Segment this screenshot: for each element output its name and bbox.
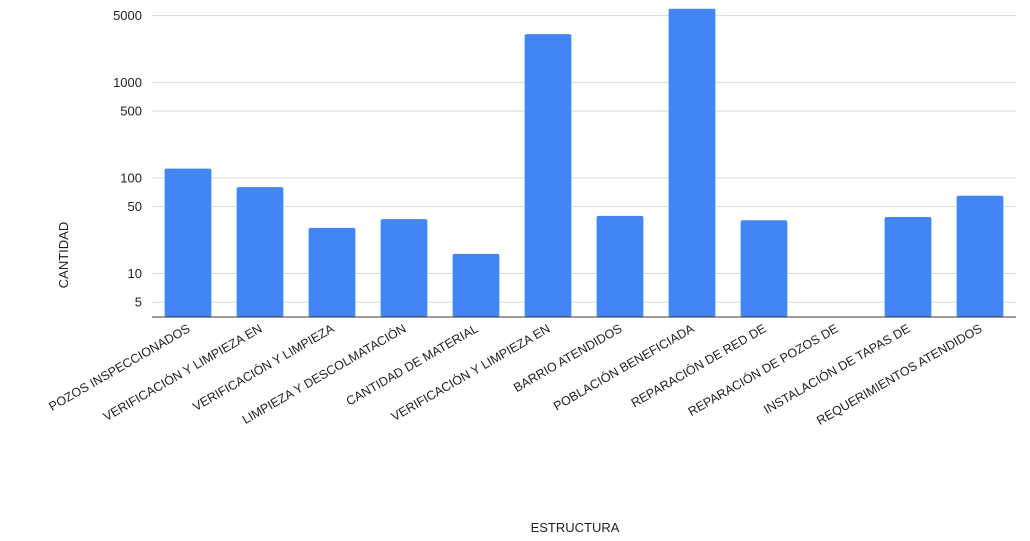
x-category-label: REPARACIÓN DE RED DE bbox=[628, 321, 768, 411]
x-category-label: VERIFICACIÓN Y LIMPIEZA bbox=[190, 320, 337, 414]
y-tick-label: 50 bbox=[128, 199, 142, 214]
bar bbox=[596, 215, 644, 317]
y-tick-label: 5 bbox=[135, 295, 142, 310]
bar bbox=[164, 168, 212, 317]
bar bbox=[380, 219, 428, 317]
bar bbox=[668, 8, 716, 317]
bar bbox=[524, 34, 572, 318]
bar bbox=[956, 195, 1004, 317]
y-axis-title: CANTIDAD bbox=[56, 222, 71, 288]
bar bbox=[308, 227, 356, 317]
x-category-label: POBLACIÓN BENEFICIADA bbox=[551, 320, 697, 413]
bar bbox=[236, 187, 284, 317]
gridlines bbox=[152, 15, 1016, 303]
y-tick-label: 10 bbox=[128, 266, 142, 281]
bar bbox=[740, 220, 788, 317]
x-axis-title: ESTRUCTURA bbox=[531, 520, 620, 535]
y-axis-ticks: 5 10 50 100 500 1000 5000 bbox=[113, 8, 142, 310]
x-category-label: CANTIDAD DE MATERIAL bbox=[344, 321, 481, 408]
y-tick-label: 500 bbox=[120, 104, 142, 119]
y-tick-label: 5000 bbox=[113, 8, 142, 23]
y-tick-label: 1000 bbox=[113, 75, 142, 90]
x-category-label: POZOS INSPECCIONADOS bbox=[47, 321, 193, 413]
bar bbox=[452, 253, 500, 317]
y-tick-label: 100 bbox=[120, 170, 142, 185]
bars bbox=[164, 8, 1004, 318]
bar bbox=[884, 216, 932, 317]
